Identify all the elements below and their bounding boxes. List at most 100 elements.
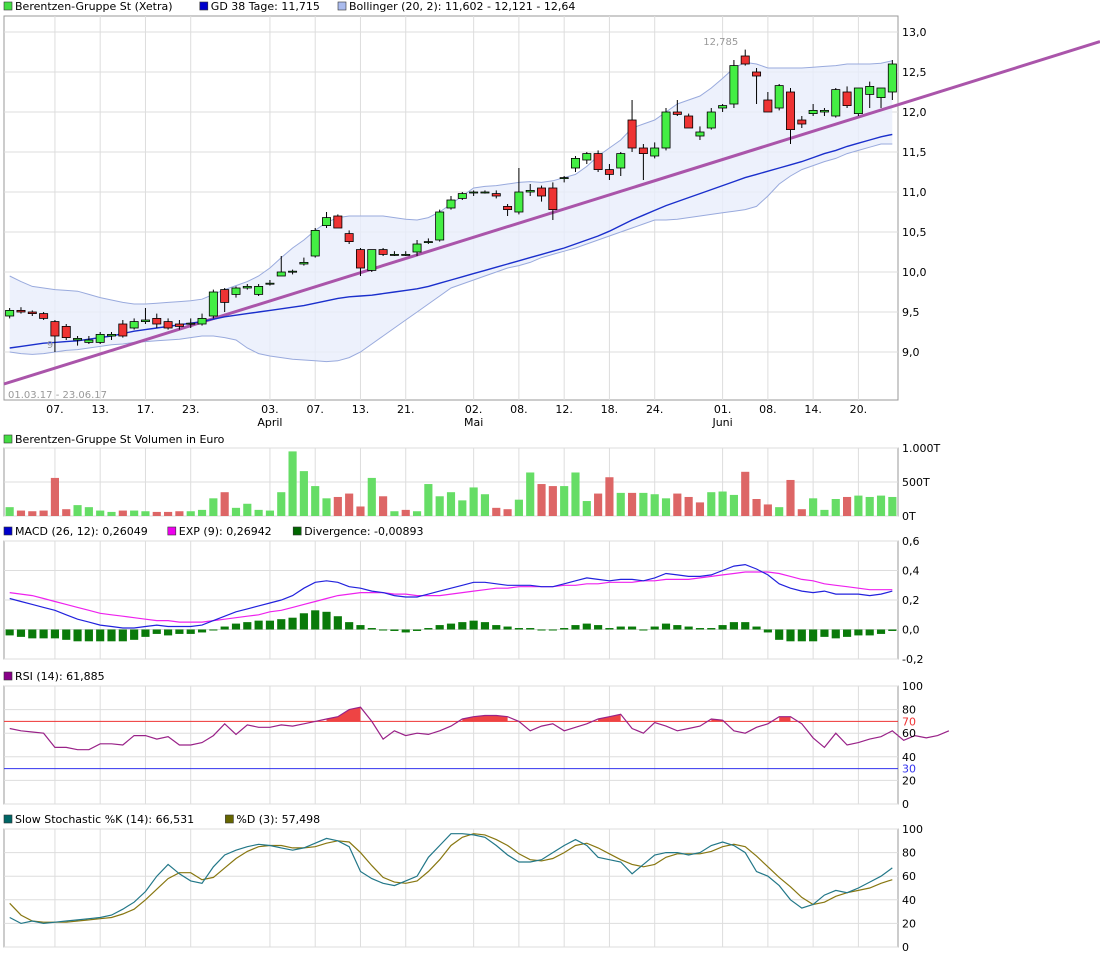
x-tick-label: 03. <box>261 403 279 416</box>
volume-bar <box>876 495 886 516</box>
candle-body <box>288 270 298 273</box>
divergence-bar <box>390 629 399 631</box>
candle-body <box>740 55 750 65</box>
volume-bar <box>322 498 331 516</box>
divergence-bar <box>661 623 671 630</box>
rsi-panel: RSI (14): 61,885 70 30 100 80 60 40 20 0 <box>3 670 950 811</box>
divergence-bar <box>627 626 637 630</box>
divergence-bar <box>118 629 127 642</box>
candle-body <box>95 333 105 343</box>
divergence-bar <box>401 629 410 633</box>
volume-bar <box>605 477 614 516</box>
volume-bar <box>775 507 784 516</box>
divergence-bar <box>718 625 727 630</box>
volume-bar <box>435 496 444 516</box>
volume-bar <box>650 494 659 516</box>
volume-bar <box>265 510 275 516</box>
volume-bar <box>865 496 874 516</box>
candle-body <box>446 199 456 209</box>
x-tick-label: 23. <box>182 403 200 416</box>
divergence-bar <box>458 622 467 630</box>
x-tick-label: 13. <box>352 403 370 416</box>
candle-body <box>865 86 875 95</box>
volume-bar <box>164 511 173 516</box>
candle-body <box>582 153 592 161</box>
volume-bar <box>141 511 150 516</box>
candle-body <box>537 187 547 197</box>
divergence-bar <box>16 629 26 637</box>
y-tick-label: 80 <box>902 847 916 860</box>
legend-label: GD 38 Tage: 11,715 <box>211 0 320 13</box>
candle-body <box>684 115 694 129</box>
y-tick-label: 100 <box>902 680 923 693</box>
x-tick-label: 12. <box>555 403 573 416</box>
x-tick-label: 13. <box>91 403 109 416</box>
macd-panel: MACD (26, 12): 0,26049 EXP (9): 0,26942 Di… <box>3 525 923 666</box>
y-tick-label: 100 <box>902 823 923 836</box>
volume-bar <box>571 472 580 516</box>
divergence-bar <box>560 628 569 630</box>
candle-body <box>457 193 467 199</box>
divergence-bar <box>28 629 37 639</box>
volume-bar <box>503 509 512 516</box>
volume-bar <box>345 493 354 516</box>
divergence-bar <box>209 629 218 631</box>
candle-body <box>808 110 818 115</box>
candle-body <box>571 157 580 169</box>
candle-body <box>129 321 139 329</box>
volume-bar <box>469 487 478 516</box>
legend-label: MACD (26, 12): 0,26049 <box>15 525 148 538</box>
candle-body <box>695 131 705 137</box>
candle-body <box>503 205 513 210</box>
volume-bar <box>220 492 229 516</box>
volume-bar <box>73 505 82 516</box>
volume-bar <box>831 499 840 516</box>
x-tick-label: 07. <box>306 403 324 416</box>
divergence-bar <box>888 629 897 631</box>
volume-bar <box>843 496 852 516</box>
volume-bar <box>311 486 320 516</box>
divergence-bar <box>322 611 331 630</box>
x-tick-label: 08. <box>510 403 528 416</box>
divergence-bar <box>831 629 840 639</box>
y-tick-label: 9,0 <box>902 346 920 359</box>
candle-body <box>220 289 230 303</box>
candle-body <box>322 217 331 227</box>
candle-body <box>491 193 501 197</box>
divergence-bar <box>763 629 772 633</box>
x-tick-label: 21. <box>397 403 415 416</box>
stoch-k-line <box>9 833 893 925</box>
divergence-bar <box>231 623 241 630</box>
volume-bar <box>616 492 625 516</box>
divergence-bar <box>729 622 738 630</box>
y-tick-label: 40 <box>902 894 916 907</box>
candle-body <box>752 71 762 77</box>
candle-body <box>548 187 558 211</box>
x-tick-label: 24. <box>646 403 664 416</box>
x-tick-label: 02. <box>465 403 483 416</box>
divergence-bar <box>526 628 535 630</box>
candle-body <box>853 87 863 115</box>
legend-label: Slow Stochastic %K (14): 66,531 <box>15 813 194 826</box>
volume-bar <box>673 493 682 516</box>
candle-body <box>650 147 660 157</box>
macd-line <box>9 563 893 629</box>
divergence-bar <box>571 625 580 630</box>
y-tick-label: 10,0 <box>902 266 927 279</box>
candle-body <box>265 282 275 285</box>
x-tick-label: 07. <box>46 403 64 416</box>
volume-bar <box>809 498 818 516</box>
volume-bar <box>741 471 750 516</box>
divergence-bar <box>412 629 422 631</box>
volume-bar <box>16 510 26 516</box>
volume-bar <box>480 494 490 516</box>
volume-bar <box>96 510 105 516</box>
volume-bar <box>639 492 648 516</box>
candle-body <box>763 99 773 113</box>
divergence-bar <box>379 629 388 631</box>
volume-bar <box>786 479 795 516</box>
volume-bar <box>594 493 603 516</box>
legend-swatch <box>292 526 302 536</box>
volume-bar <box>197 509 207 516</box>
rsi-reference-label: 30 <box>902 763 916 776</box>
